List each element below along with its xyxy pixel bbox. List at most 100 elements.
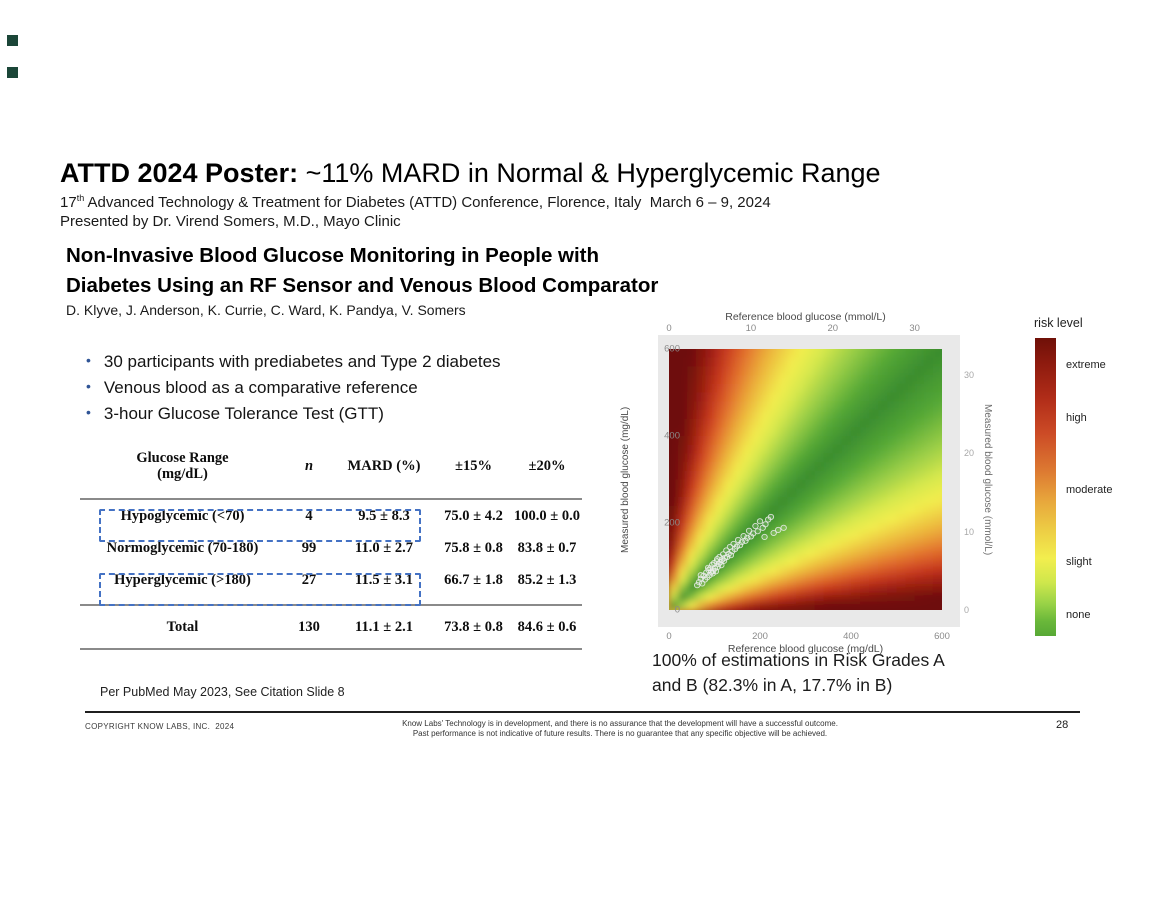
cell-p15: 66.7 ± 1.8	[444, 571, 503, 588]
table-row: Normoglycemic (70-180) 99 11.0 ± 2.7 75.…	[80, 532, 582, 564]
cell-n: 27	[301, 571, 317, 588]
chart-bottom-axis-label: Reference blood glucose (mg/dL)	[727, 643, 884, 655]
cell-range: Normoglycemic (70-180)	[106, 539, 259, 556]
chart-bottom-tick-labels: 0 200 400 600	[666, 631, 950, 643]
bullet-icon: •	[86, 378, 91, 394]
page-title-bold: ATTD 2024 Poster:	[60, 158, 299, 188]
tick-label: 30	[964, 370, 975, 381]
scatter-point	[761, 533, 768, 540]
corner-square-1	[7, 35, 18, 46]
header-glucose-range: Glucose Range (mg/dL)	[136, 450, 229, 482]
tick-label: 0	[964, 605, 970, 615]
scatter-point	[736, 542, 744, 549]
conference-subtitle: 17th Advanced Technology & Treatment for…	[60, 193, 771, 211]
scatter-point	[697, 572, 705, 579]
footer-disclaimer: Know Labs' Technology is in development,…	[240, 719, 1000, 738]
poster-title-line1: Non-Invasive Blood Glucose Monitoring in…	[66, 244, 600, 267]
corner-square-2	[7, 67, 18, 78]
cell-p20: 85.2 ± 1.3	[517, 571, 577, 588]
scatter-point	[709, 570, 716, 577]
highlight-box-hyperglycemic	[99, 573, 421, 606]
table-row: Hyperglycemic (>180) 27 11.5 ± 3.1 66.7 …	[80, 564, 582, 596]
cell-mard: 11.0 ± 2.7	[355, 539, 413, 556]
table-row: Hypoglycemic (<70) 4 9.5 ± 8.3 75.0 ± 4.…	[80, 498, 582, 532]
tick-label: 10	[964, 526, 975, 537]
tick-label: 0	[666, 631, 672, 642]
scatter-point	[754, 528, 761, 535]
tick-label: 600	[934, 631, 950, 642]
footer-disclaimer-line2: Past performance is not indicative of fu…	[412, 728, 828, 738]
cell-p15: 75.8 ± 0.8	[444, 539, 503, 556]
scatter-point	[767, 513, 775, 520]
scatter-point	[733, 543, 740, 550]
presented-by: Presented by Dr. Virend Somers, M.D., Ma…	[60, 213, 401, 230]
tick-label: 200	[752, 631, 768, 642]
cell-n: 4	[285, 498, 333, 532]
cell-total-n: 130	[285, 604, 333, 650]
tick-label: 20	[827, 323, 839, 334]
scatter-point	[780, 524, 787, 531]
subtitle-number: 17	[60, 194, 77, 211]
pubmed-note: Per PubMed May 2023, See Citation Slide …	[100, 685, 345, 699]
bullet-item-3: • 3-hour Glucose Tolerance Test (GTT)	[86, 401, 501, 427]
bullet-text-2: Venous blood as a comparative reference	[103, 378, 418, 397]
footer-copyright: COPYRIGHT KNOW LABS, INC. 2024	[85, 722, 235, 731]
bullet-text-3: 3-hour Glucose Tolerance Test (GTT)	[103, 404, 384, 423]
risk-grade-caption: 100% of estimations in Risk Grades A and…	[652, 648, 945, 698]
cell-p15: 75.0 ± 4.2	[435, 498, 512, 532]
chart-right-tick-labels: 0 10 20 30	[964, 349, 984, 615]
chart-left-tick-labels: 0 200 400 600	[628, 344, 680, 616]
tick-label: 0	[674, 604, 680, 616]
tick-label: 600	[664, 343, 680, 355]
risk-grid-chart: Reference blood glucose (mmol/L) 0 10 20 30…	[618, 310, 998, 660]
scatter-point	[718, 562, 725, 569]
page-title-rest: ~11% MARD in Normal & Hyperglycemic Rang…	[298, 158, 881, 188]
table-header-row: Glucose Range (mg/dL) n MARD (%) ±15% ±20…	[80, 444, 582, 499]
subtitle-ordinal: th	[76, 193, 85, 203]
chart-left-axis-label: Measured blood glucose (mg/dL)	[620, 406, 631, 553]
legend-label-moderate: moderate	[1066, 483, 1113, 496]
cell-total-p20: 84.6 ± 0.6	[512, 604, 582, 650]
legend-title: risk level	[1034, 316, 1083, 330]
scatter-point	[756, 518, 764, 525]
caption-line1: 100% of estimations in Risk Grades A	[652, 650, 945, 670]
chart-top-tick-labels: 0 10 20 30	[666, 323, 942, 335]
highlight-box-hypoglycemic	[99, 509, 421, 542]
cell-total-label: Total	[80, 604, 285, 650]
legend-label-high: high	[1066, 412, 1087, 425]
bullet-item-1: • 30 participants with prediabetes and Ty…	[86, 349, 501, 375]
subtitle-text: Advanced Technology & Treatment for Diab…	[84, 194, 771, 211]
bullet-icon: •	[86, 352, 91, 368]
scatter-point	[704, 564, 712, 571]
page-title: ATTD 2024 Poster: ~11% MARD in Normal & …	[60, 156, 881, 190]
cell-total-mard: 11.1 ± 2.1	[333, 604, 435, 650]
mard-results-table: Glucose Range (mg/dL) n MARD (%) ±15% ±20…	[80, 444, 582, 650]
cell-mard: 11.5 ± 3.1	[355, 571, 413, 588]
caption-line2: and B (82.3% in A, 17.7% in B)	[652, 675, 893, 695]
footer-disclaimer-line1: Know Labs' Technology is in development,…	[402, 719, 838, 728]
table-total-row: Total 130 11.1 ± 2.1 73.8 ± 0.8 84.6 ± 0…	[80, 604, 582, 650]
chart-right-axis-label: Measured blood glucose (mmol/L)	[982, 403, 993, 556]
authors: D. Klyve, J. Anderson, K. Currie, C. War…	[66, 302, 466, 318]
scatter-point	[770, 529, 777, 537]
cell-p20: 100.0 ± 0.0	[512, 498, 582, 532]
poster-title: Non-Invasive Blood Glucose Monitoring in…	[66, 241, 658, 301]
bullet-icon: •	[86, 404, 91, 420]
scatter-point	[775, 526, 782, 534]
tick-label: 20	[964, 448, 975, 459]
cell-range: Hypoglycemic (<70)	[80, 498, 285, 532]
heatmap	[669, 349, 942, 610]
bullet-text-1: 30 participants with prediabetes and Typ…	[103, 352, 501, 371]
bullet-list: • 30 participants with prediabetes and Ty…	[86, 349, 501, 427]
cell-n: 99	[301, 539, 317, 556]
tick-label: 0	[666, 323, 672, 334]
tick-label: 400	[843, 631, 859, 642]
header-mard: MARD (%)	[347, 458, 421, 474]
legend-label-slight: slight	[1066, 555, 1092, 568]
legend-label-extreme: extreme	[1066, 358, 1106, 371]
footer-divider	[85, 711, 1080, 713]
tick-label: 200	[664, 517, 680, 529]
legend-label-none: none	[1066, 609, 1091, 622]
heatmap-svg	[669, 349, 942, 610]
tick-label: 10	[745, 323, 757, 334]
